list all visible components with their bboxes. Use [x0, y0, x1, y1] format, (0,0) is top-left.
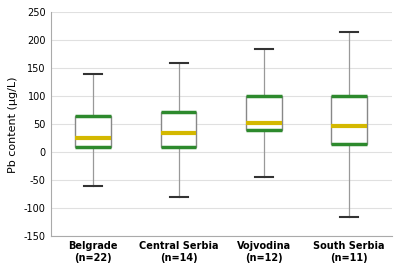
- PathPatch shape: [331, 96, 367, 144]
- PathPatch shape: [246, 96, 282, 130]
- Y-axis label: Pb content (μg/L): Pb content (μg/L): [8, 76, 18, 173]
- PathPatch shape: [76, 116, 111, 147]
- PathPatch shape: [161, 112, 196, 147]
